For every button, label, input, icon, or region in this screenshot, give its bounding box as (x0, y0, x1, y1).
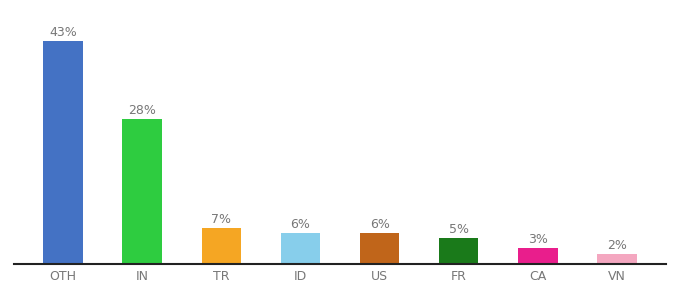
Bar (518, 248, 558, 264)
Bar (44, 41, 83, 264)
Text: 3%: 3% (528, 233, 548, 246)
Bar (439, 238, 479, 264)
Bar (597, 254, 636, 264)
Text: 43%: 43% (49, 26, 77, 39)
Text: 2%: 2% (607, 238, 627, 251)
Bar (122, 119, 162, 264)
Bar (281, 233, 320, 264)
Text: 28%: 28% (129, 104, 156, 117)
Bar (360, 233, 399, 264)
Text: 6%: 6% (370, 218, 390, 231)
Text: 7%: 7% (211, 213, 231, 226)
Text: 6%: 6% (290, 218, 310, 231)
Bar (201, 228, 241, 264)
Text: 5%: 5% (449, 223, 469, 236)
